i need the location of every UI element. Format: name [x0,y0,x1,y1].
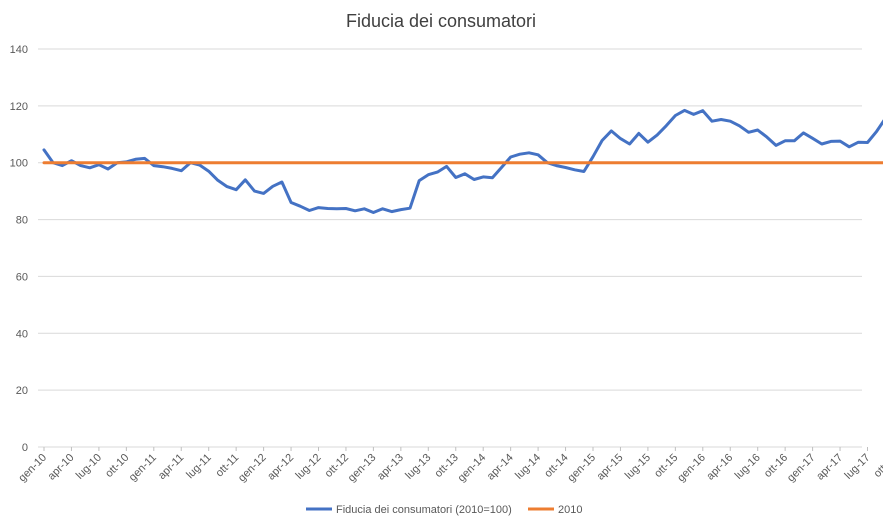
x-tick-label: gen-15 [565,452,598,485]
x-tick-label: gen-14 [456,452,489,485]
x-tick-label: gen-13 [346,452,379,485]
y-axis-ticks: 0 20 40 60 80 100 120 140 [10,44,28,454]
x-tick-label: apr-11 [156,452,186,482]
y-tick-label: 120 [10,101,28,113]
y-tick-label: 40 [16,328,28,340]
x-tick-label: gen-10 [16,452,49,485]
legend-label: 2010 [558,504,582,516]
x-tick-label: apr-10 [46,452,77,483]
x-tick-label: apr-13 [375,452,406,483]
y-tick-label: 60 [16,271,28,283]
x-tick-label: apr-17 [814,452,845,483]
x-tick-label: gen-12 [236,452,269,485]
x-tick-label: lug-16 [733,452,763,482]
x-tick-label: gen-11 [127,452,159,484]
x-tick-label: lug-11 [184,452,214,482]
y-tick-label: 140 [10,44,28,56]
legend: Fiducia dei consumatori (2010=100) 2010 [306,504,582,516]
y-tick-label: 80 [16,215,28,227]
y-tick-label: 0 [22,442,28,454]
x-tick-label: lug-10 [74,452,104,482]
x-tick-label: gen-16 [675,452,708,485]
x-tick-label: gen-17 [785,452,818,485]
x-tick-label: lug-13 [403,452,433,482]
x-tick-label: ott-17 [872,452,883,480]
x-tick-label: lug-14 [513,452,543,482]
chart-title: Fiducia dei consumatori [346,11,536,31]
x-tick-label: apr-12 [265,452,296,483]
gridlines [38,48,862,448]
y-tick-label: 20 [16,385,28,397]
legend-label: Fiducia dei consumatori (2010=100) [336,504,512,516]
x-tick-label: apr-16 [704,452,735,483]
x-tick-label: lug-12 [294,452,324,482]
y-tick-label: 100 [10,158,28,170]
x-tick-label: apr-14 [485,452,516,483]
series-lines [42,108,883,214]
x-tick-label: lug-15 [623,452,653,482]
x-tick-label: lug-17 [843,452,873,482]
x-tick-label: apr-15 [595,452,626,483]
